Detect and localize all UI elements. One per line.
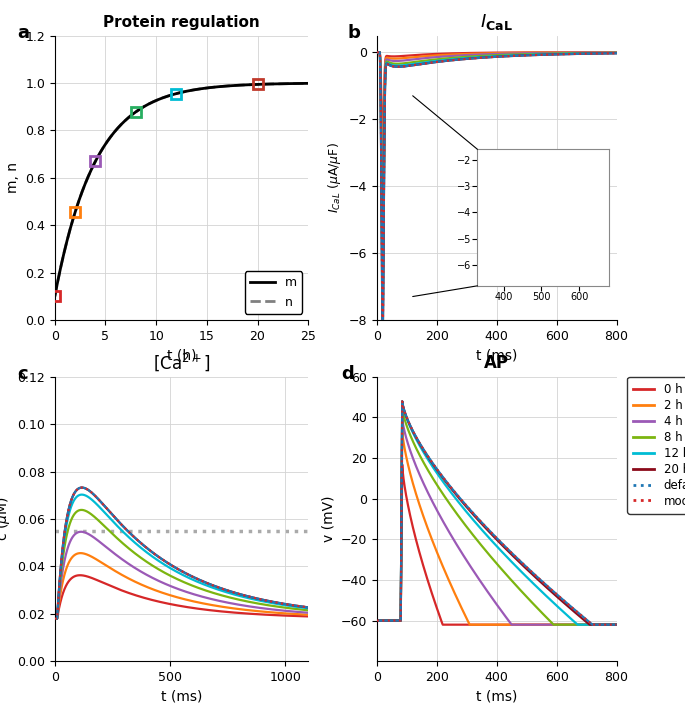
Legend: 0 h, 2 h, 4 h, 8 h, 12 h, 20 h, default, model: 0 h, 2 h, 4 h, 8 h, 12 h, 20 h, default,…	[627, 377, 685, 513]
Title: Protein regulation: Protein regulation	[103, 15, 260, 30]
X-axis label: t (ms): t (ms)	[476, 690, 517, 703]
X-axis label: t (ms): t (ms)	[161, 690, 202, 703]
Y-axis label: $I_{CaL}$ ($\mu$A/$\mu$F): $I_{CaL}$ ($\mu$A/$\mu$F)	[326, 142, 343, 213]
Text: b: b	[348, 24, 361, 42]
Title: $I_\mathregular{CaL}$: $I_\mathregular{CaL}$	[480, 12, 513, 32]
Title: AP: AP	[484, 355, 509, 373]
Y-axis label: c ($\mu$M): c ($\mu$M)	[0, 497, 12, 541]
X-axis label: t (h): t (h)	[166, 348, 197, 362]
Y-axis label: m, n: m, n	[5, 162, 19, 193]
X-axis label: t (ms): t (ms)	[476, 348, 517, 362]
Text: c: c	[17, 365, 27, 383]
Legend: m, n: m, n	[245, 272, 302, 314]
Text: a: a	[17, 24, 29, 42]
Title: $[\mathrm{Ca}^{2+}]$: $[\mathrm{Ca}^{2+}]$	[153, 351, 210, 373]
Text: d: d	[341, 365, 353, 383]
Y-axis label: v (mV): v (mV)	[321, 496, 335, 542]
